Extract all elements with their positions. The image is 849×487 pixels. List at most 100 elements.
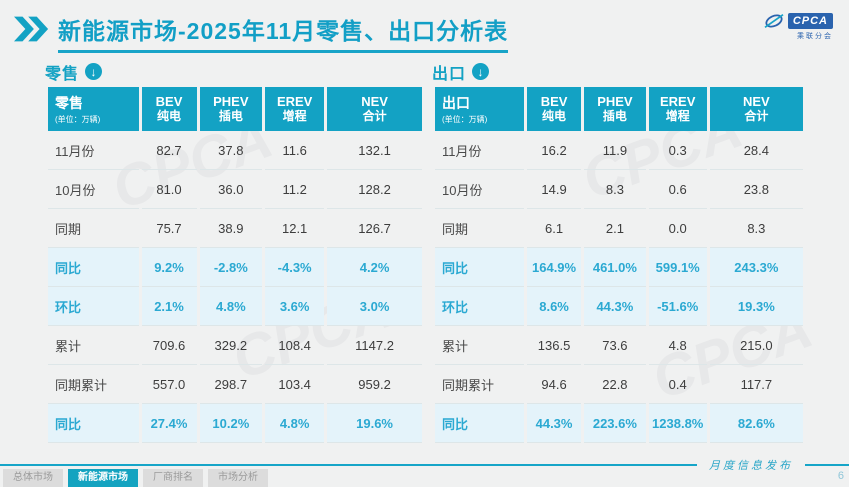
table-row: 累计 709.6 329.2 108.4 1147.2 xyxy=(48,326,422,365)
table-row: 11月份 16.2 11.9 0.3 28.4 xyxy=(435,131,803,170)
column-header-phev: PHEV 插电 xyxy=(584,87,646,131)
export-section-title: 出口 xyxy=(432,65,467,83)
cell-value: 82.7 xyxy=(141,131,197,170)
table-row: 累计 136.5 73.6 4.8 215.0 xyxy=(435,326,803,365)
cell-value: 243.3% xyxy=(709,248,803,287)
row-label: 10月份 xyxy=(435,170,524,209)
export-table: 出口 (单位：万辆) BEV 纯电 PHEV 插电 EREV 增程 NEV 合计 11月份 16… xyxy=(432,87,806,443)
row-label: 同期 xyxy=(48,209,139,248)
footer-divider xyxy=(0,464,849,466)
export-panel: 出口 ↓ 出口 (单位：万辆) BEV 纯电 PHEV 插电 EREV 增程 NEV 合计 1… xyxy=(432,60,806,443)
row-label: 累计 xyxy=(435,326,524,365)
row-label: 同期 xyxy=(435,209,524,248)
cell-value: 117.7 xyxy=(709,365,803,404)
cell-value: 11.2 xyxy=(265,170,325,209)
cell-value: 599.1% xyxy=(648,248,707,287)
cell-value: 0.6 xyxy=(648,170,707,209)
cpca-logo: CPCA 乘联分会 xyxy=(763,12,833,41)
cell-value: 128.2 xyxy=(327,170,422,209)
cell-value: 14.9 xyxy=(527,170,582,209)
row-label: 累计 xyxy=(48,326,139,365)
cell-value: -2.8% xyxy=(199,248,263,287)
row-label: 10月份 xyxy=(48,170,139,209)
cell-value: 1238.8% xyxy=(648,404,707,443)
page-title: 新能源市场-2025年11月零售、出口分析表 xyxy=(58,12,509,53)
table-row: 同期 6.1 2.1 0.0 8.3 xyxy=(435,209,803,248)
retail-title-cell: 零售 (单位：万辆) xyxy=(48,87,139,131)
cell-value: 959.2 xyxy=(327,365,422,404)
double-chevron-icon xyxy=(14,16,50,42)
cell-value: 38.9 xyxy=(199,209,263,248)
table-row: 同比 27.4% 10.2% 4.8% 19.6% xyxy=(48,404,422,443)
retail-section-title: 零售 xyxy=(45,65,80,83)
cell-value: 19.3% xyxy=(709,287,803,326)
cell-value: 1147.2 xyxy=(327,326,422,365)
down-arrow-circle-icon: ↓ xyxy=(472,63,490,80)
footer-tab[interactable]: 新能源市场 xyxy=(68,469,138,487)
cell-value: 94.6 xyxy=(527,365,582,404)
cell-value: 81.0 xyxy=(141,170,197,209)
cell-value: 4.8% xyxy=(199,287,263,326)
row-label: 同期累计 xyxy=(435,365,524,404)
footer-caption: 月度信息发布 xyxy=(697,457,805,473)
cpca-logo-subtitle: 乘联分会 xyxy=(797,33,833,40)
cell-value: 23.8 xyxy=(709,170,803,209)
table-unit: (单位：万辆) xyxy=(55,115,101,124)
cell-value: 0.0 xyxy=(648,209,707,248)
cell-value: 8.3 xyxy=(709,209,803,248)
cell-value: 103.4 xyxy=(265,365,325,404)
row-label: 环比 xyxy=(48,287,139,326)
column-header-phev: PHEV 插电 xyxy=(199,87,263,131)
row-label: 11月份 xyxy=(435,131,524,170)
table-row: 环比 8.6% 44.3% -51.6% 19.3% xyxy=(435,287,803,326)
cell-value: 0.3 xyxy=(648,131,707,170)
row-label: 同比 xyxy=(435,404,524,443)
row-label: 同比 xyxy=(48,248,139,287)
cell-value: 73.6 xyxy=(584,326,646,365)
cell-value: 298.7 xyxy=(199,365,263,404)
export-title-cell: 出口 (单位：万辆) xyxy=(435,87,524,131)
cell-value: 3.6% xyxy=(265,287,325,326)
cell-value: 16.2 xyxy=(527,131,582,170)
column-header-nev: NEV 合计 xyxy=(709,87,803,131)
cell-value: 329.2 xyxy=(199,326,263,365)
row-label: 11月份 xyxy=(48,131,139,170)
cell-value: 136.5 xyxy=(527,326,582,365)
table-unit: (单位：万辆) xyxy=(442,115,488,124)
cell-value: 132.1 xyxy=(327,131,422,170)
export-header-row: 出口 (单位：万辆) BEV 纯电 PHEV 插电 EREV 增程 NEV 合计 xyxy=(435,87,803,131)
cell-value: 4.2% xyxy=(327,248,422,287)
cell-value: 709.6 xyxy=(141,326,197,365)
column-header-bev: BEV 纯电 xyxy=(141,87,197,131)
cell-value: 27.4% xyxy=(141,404,197,443)
table-row: 同比 164.9% 461.0% 599.1% 243.3% xyxy=(435,248,803,287)
retail-table: 零售 (单位：万辆) BEV 纯电 PHEV 插电 EREV 增程 NEV 合计 11月份 82… xyxy=(45,87,425,443)
cell-value: 28.4 xyxy=(709,131,803,170)
cell-value: 0.4 xyxy=(648,365,707,404)
cell-value: 4.8 xyxy=(648,326,707,365)
cell-value: -51.6% xyxy=(648,287,707,326)
cell-value: 9.2% xyxy=(141,248,197,287)
cell-value: 44.3% xyxy=(584,287,646,326)
footer-tab[interactable]: 市场分析 xyxy=(208,469,268,487)
cell-value: 10.2% xyxy=(199,404,263,443)
footer-tab[interactable]: 总体市场 xyxy=(3,469,63,487)
cpca-logo-text: CPCA xyxy=(787,13,833,29)
cell-value: 6.1 xyxy=(527,209,582,248)
retail-panel: 零售 ↓ 零售 (单位：万辆) BEV 纯电 PHEV 插电 EREV 增程 NEV 合计 1… xyxy=(45,60,425,443)
cell-value: 108.4 xyxy=(265,326,325,365)
cell-value: 37.8 xyxy=(199,131,263,170)
row-label: 同比 xyxy=(435,248,524,287)
footer-tab[interactable]: 厂商排名 xyxy=(143,469,203,487)
cell-value: 44.3% xyxy=(527,404,582,443)
cell-value: 22.8 xyxy=(584,365,646,404)
cell-value: 19.6% xyxy=(327,404,422,443)
table-row: 10月份 14.9 8.3 0.6 23.8 xyxy=(435,170,803,209)
table-row: 同期 75.7 38.9 12.1 126.7 xyxy=(48,209,422,248)
cpca-swoosh-icon xyxy=(763,12,785,30)
table-row: 同比 9.2% -2.8% -4.3% 4.2% xyxy=(48,248,422,287)
table-row: 11月份 82.7 37.8 11.6 132.1 xyxy=(48,131,422,170)
cell-value: 12.1 xyxy=(265,209,325,248)
table-name: 零售 xyxy=(55,95,83,111)
